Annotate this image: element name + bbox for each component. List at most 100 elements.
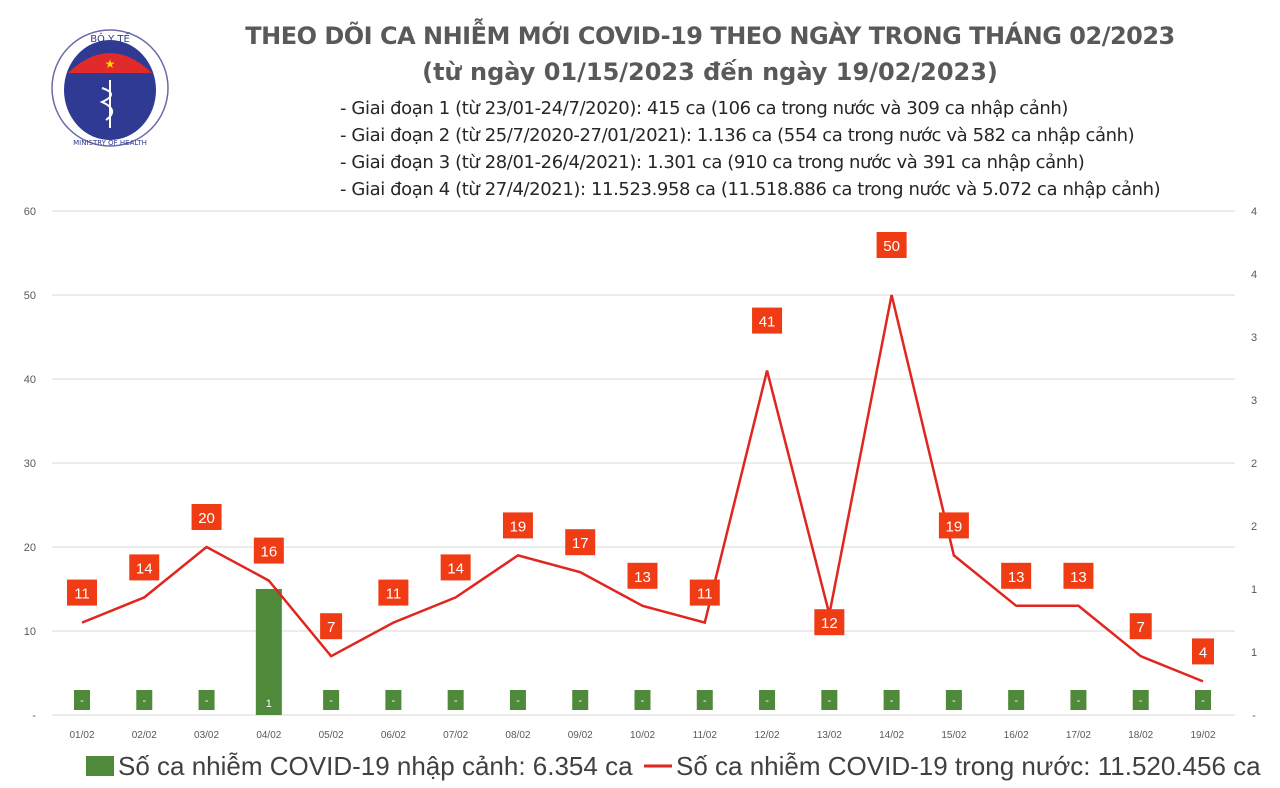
bar-label: - [641, 695, 645, 707]
svg-text:MINISTRY OF HEALTH: MINISTRY OF HEALTH [73, 139, 147, 147]
bar [509, 690, 526, 710]
x-axis-tick: 15/02 [941, 730, 966, 741]
data-label-box [565, 529, 596, 556]
data-label-box [627, 562, 658, 589]
bar [1070, 690, 1087, 710]
data-label-box [1001, 562, 1032, 589]
data-label-box [752, 307, 783, 334]
bar [759, 690, 776, 710]
x-axis-tick: 01/02 [69, 730, 94, 741]
bar [696, 690, 713, 710]
data-label: 11 [386, 586, 402, 603]
x-axis-tick: 16/02 [1004, 730, 1029, 741]
data-label-box [378, 579, 409, 606]
x-axis-tick: 10/02 [630, 730, 655, 741]
data-label-box [440, 554, 471, 581]
data-label: 7 [327, 619, 335, 636]
x-axis-tick: 11/02 [693, 730, 718, 741]
left-axis-tick: 40 [24, 374, 36, 386]
data-label: 13 [1070, 569, 1087, 586]
phase-3-text: - Giai đoạn 3 (từ 28/01-26/4/2021): 1.30… [340, 152, 1085, 173]
bar [255, 589, 282, 715]
svg-text:★: ★ [105, 57, 116, 71]
x-axis-tick: 06/02 [381, 730, 406, 741]
left-axis-tick: 50 [24, 290, 36, 302]
bar-label: - [516, 695, 520, 707]
chart-title: THEO DÕI CA NHIỄM MỚI COVID-19 THEO NGÀY… [245, 22, 1175, 50]
bar [1195, 690, 1211, 710]
data-label-box [191, 504, 222, 530]
bar-label: - [329, 695, 333, 707]
data-label: 20 [198, 510, 215, 527]
right-axis-tick: - [1252, 710, 1256, 722]
bar-label: - [1014, 695, 1018, 707]
bar-label: - [80, 695, 84, 707]
bar [447, 690, 464, 710]
bar-label: - [578, 695, 582, 707]
left-axis-tick: 30 [24, 458, 36, 470]
data-label-box [1192, 638, 1214, 665]
bar [945, 690, 962, 710]
left-axis-tick: 20 [24, 542, 36, 554]
x-axis-tick: 09/02 [568, 730, 593, 741]
left-axis-tick: - [32, 710, 36, 722]
bar [136, 690, 153, 710]
svg-text:BỘ Y TẾ: BỘ Y TẾ [90, 31, 130, 45]
data-label-box [1063, 562, 1094, 589]
right-axis-tick: 2 [1251, 521, 1257, 533]
data-label: 13 [634, 569, 651, 586]
data-label: 19 [946, 518, 963, 535]
data-label: 11 [74, 586, 90, 603]
data-label-box [1129, 613, 1152, 640]
bar-label: - [1139, 695, 1143, 707]
bar-label: - [392, 695, 396, 707]
x-axis-tick: 04/02 [256, 730, 281, 741]
domestic-cases-line [81, 294, 1204, 683]
x-axis-tick: 08/02 [505, 730, 530, 741]
x-axis-tick: 05/02 [319, 730, 344, 741]
bar [572, 690, 589, 710]
data-label: 50 [883, 238, 900, 255]
x-axis-tick: 18/02 [1128, 730, 1153, 741]
data-label: 7 [1137, 619, 1145, 636]
bar-label: - [142, 695, 146, 707]
phase-1-text: - Giai đoạn 1 (từ 23/01-24/7/2020): 415 … [340, 98, 1069, 119]
bar [198, 690, 215, 710]
data-label: 19 [510, 518, 527, 535]
bar-label: - [205, 695, 209, 707]
left-axis-tick: 10 [24, 626, 36, 638]
x-axis-tick: 07/02 [443, 730, 468, 741]
right-axis-tick: 1 [1251, 647, 1257, 659]
bar [74, 690, 90, 710]
x-axis-tick: 03/02 [194, 730, 219, 741]
data-label: 14 [447, 560, 464, 577]
right-axis-tick: 4 [1251, 206, 1257, 218]
right-axis-tick: 1 [1251, 584, 1257, 596]
data-label: 4 [1199, 644, 1207, 661]
data-label: 13 [1008, 569, 1025, 586]
data-label: 12 [821, 615, 838, 632]
bar-label: - [1077, 695, 1081, 707]
data-label-box [253, 537, 284, 564]
data-label: 11 [697, 586, 713, 603]
x-axis-tick: 12/02 [755, 730, 780, 741]
bar-label: - [827, 695, 831, 707]
legend-line-label: Số ca nhiễm COVID-19 trong nước: 11.520.… [676, 751, 1261, 781]
bar [883, 690, 900, 710]
bar [634, 690, 651, 710]
bar [1008, 690, 1025, 710]
data-label: 17 [572, 535, 589, 552]
x-axis-tick: 13/02 [817, 730, 842, 741]
phase-2-text: - Giai đoạn 2 (từ 25/7/2020-27/01/2021):… [340, 125, 1135, 146]
bar [821, 690, 838, 710]
bar-label: - [952, 695, 956, 707]
data-label-box [67, 579, 97, 606]
chart-subtitle: (từ ngày 01/15/2023 đến ngày 19/02/2023) [422, 58, 998, 86]
bar [323, 690, 340, 710]
ministry-of-health-logo: BỘ Y TẾ ★ MINISTRY OF HEALTH [51, 29, 169, 147]
bar-label: - [765, 695, 769, 707]
right-axis-tick: 3 [1251, 395, 1257, 407]
legend-bar-label: Số ca nhiễm COVID-19 nhập cảnh: 6.354 ca [118, 751, 633, 781]
